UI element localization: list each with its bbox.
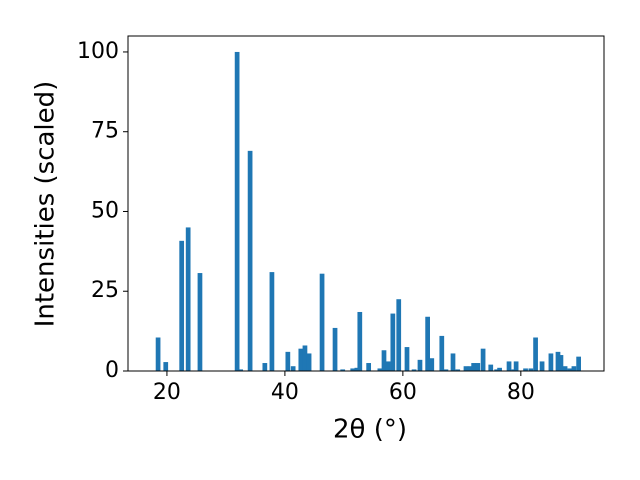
bar xyxy=(357,311,363,371)
bar xyxy=(385,361,391,371)
x-tick-label: 40 xyxy=(271,380,299,405)
bar xyxy=(238,369,244,371)
bar xyxy=(247,150,253,371)
bar xyxy=(298,348,304,371)
bar xyxy=(480,348,486,371)
bar xyxy=(455,369,461,371)
bar xyxy=(450,353,456,371)
y-tick-label: 50 xyxy=(91,198,119,223)
bar xyxy=(555,351,561,371)
bar xyxy=(429,358,435,371)
x-tick-label: 60 xyxy=(389,380,417,405)
x-tick-label: 80 xyxy=(507,380,535,405)
bar xyxy=(290,366,296,371)
bar xyxy=(350,368,356,371)
bar xyxy=(302,345,308,371)
bar xyxy=(185,227,191,371)
bar xyxy=(381,350,387,371)
bar xyxy=(523,368,528,371)
bar xyxy=(340,369,346,371)
bar xyxy=(396,299,402,371)
bar xyxy=(417,359,423,371)
bar xyxy=(404,347,410,371)
bar xyxy=(576,356,581,371)
y-axis-title: Intensities (scaled) xyxy=(31,81,61,328)
bar xyxy=(562,366,568,371)
bar xyxy=(488,364,494,371)
bar xyxy=(467,366,473,371)
bar xyxy=(567,368,573,371)
bar xyxy=(471,363,477,371)
plot-frame xyxy=(127,35,605,372)
bar xyxy=(513,361,519,371)
bar xyxy=(506,361,512,371)
bar xyxy=(548,353,554,371)
bar xyxy=(306,353,312,371)
y-tick-label: 100 xyxy=(77,39,119,64)
bar xyxy=(262,363,268,371)
bar xyxy=(425,316,430,371)
bar xyxy=(163,362,169,371)
bar xyxy=(366,363,372,371)
bar xyxy=(354,367,360,371)
bar xyxy=(528,368,534,371)
y-tick-label: 0 xyxy=(105,358,119,383)
bar xyxy=(269,272,275,371)
bar xyxy=(463,366,469,371)
bar xyxy=(234,51,240,371)
bar xyxy=(494,369,500,371)
bar xyxy=(439,335,445,371)
bar xyxy=(411,369,417,371)
bar xyxy=(155,337,161,371)
y-tick-label: 25 xyxy=(91,278,119,303)
bar xyxy=(319,273,325,371)
x-tick-label: 20 xyxy=(153,380,181,405)
bar xyxy=(571,366,577,371)
bar xyxy=(497,367,502,371)
bar xyxy=(390,313,396,371)
bar xyxy=(332,327,338,371)
bar xyxy=(558,355,564,371)
y-tick-label: 75 xyxy=(91,119,119,144)
bar xyxy=(443,369,449,371)
bar xyxy=(197,273,203,371)
bar xyxy=(377,368,383,371)
bar xyxy=(475,363,481,371)
bar xyxy=(533,337,538,371)
x-axis-title: 2θ (°) xyxy=(333,415,407,445)
bar xyxy=(179,240,185,371)
bar xyxy=(285,351,291,371)
bar xyxy=(539,361,545,371)
